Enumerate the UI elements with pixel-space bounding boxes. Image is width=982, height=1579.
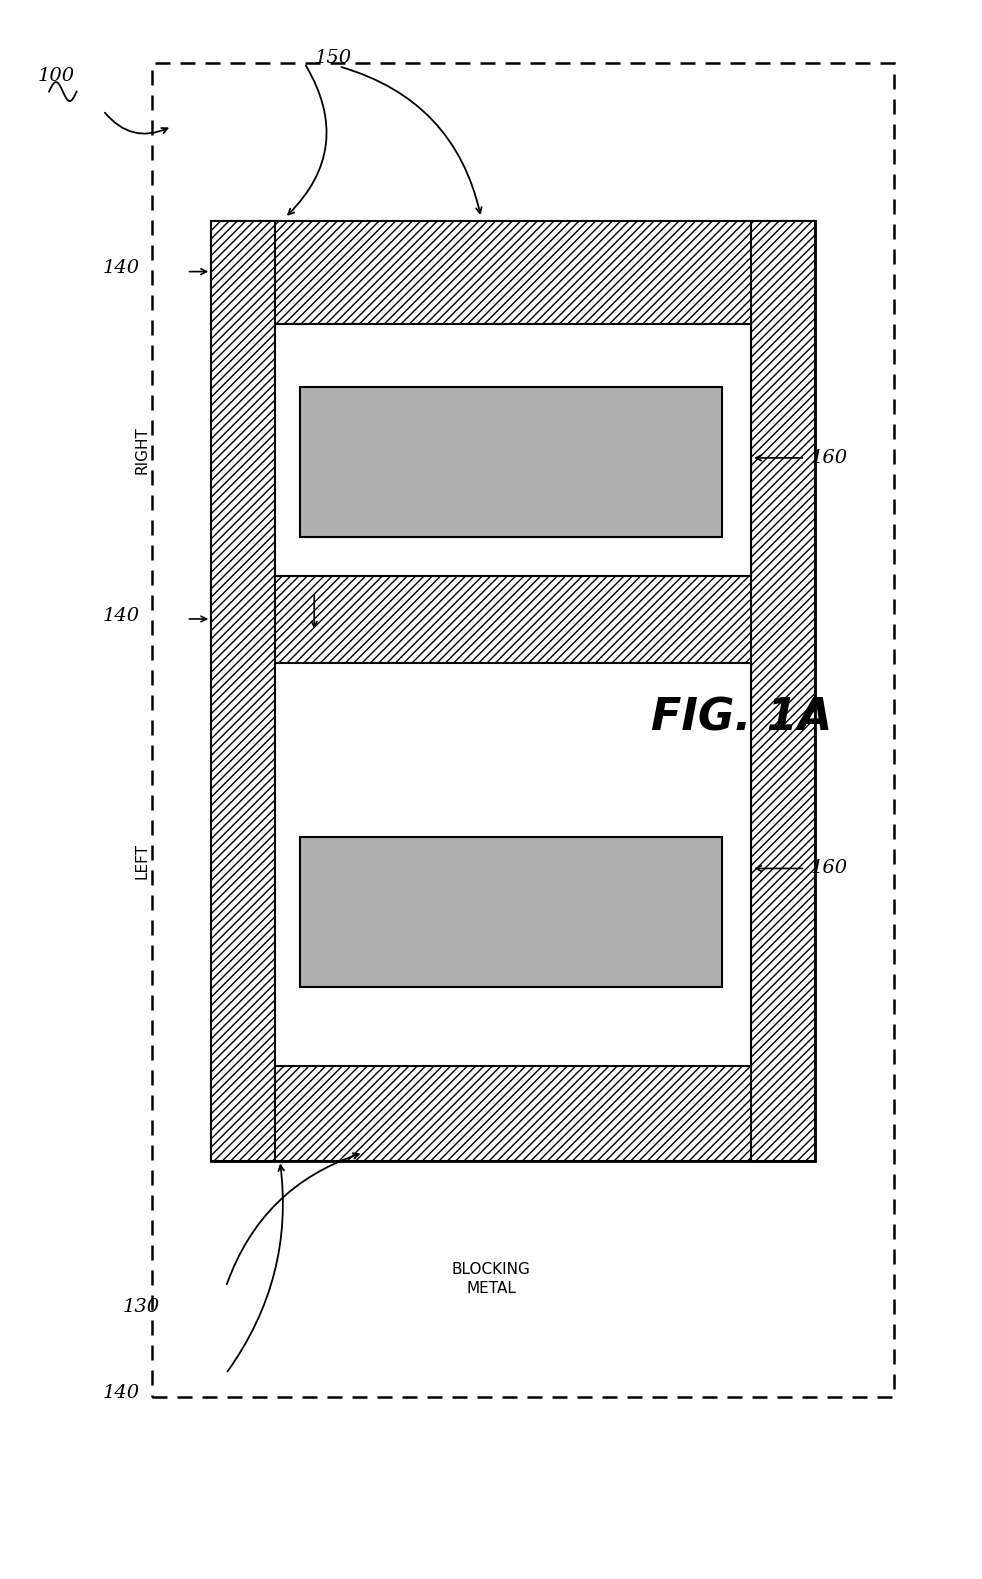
Text: 160: 160: [810, 859, 847, 878]
Bar: [275, 324, 751, 576]
Bar: [152, 63, 894, 1397]
Text: FIG. 1A: FIG. 1A: [651, 696, 832, 741]
Text: BLOCKING
METAL: BLOCKING METAL: [452, 1262, 530, 1296]
Text: 140: 140: [103, 1383, 140, 1402]
Bar: [751, 221, 815, 1161]
Text: 130: 130: [123, 1298, 160, 1317]
Bar: [300, 837, 722, 987]
Text: 140: 140: [103, 606, 140, 625]
Bar: [211, 221, 815, 324]
Bar: [211, 221, 815, 1161]
Bar: [300, 387, 722, 537]
Text: 140: 140: [103, 259, 140, 278]
Text: 150: 150: [314, 49, 352, 68]
Bar: [211, 221, 275, 1161]
Text: LEFT: LEFT: [135, 843, 150, 878]
Bar: [211, 1066, 815, 1161]
Text: RIGHT: RIGHT: [135, 426, 150, 474]
Bar: [211, 576, 815, 663]
Text: 160: 160: [810, 448, 847, 467]
Text: 100: 100: [37, 66, 75, 85]
Bar: [275, 663, 751, 1066]
